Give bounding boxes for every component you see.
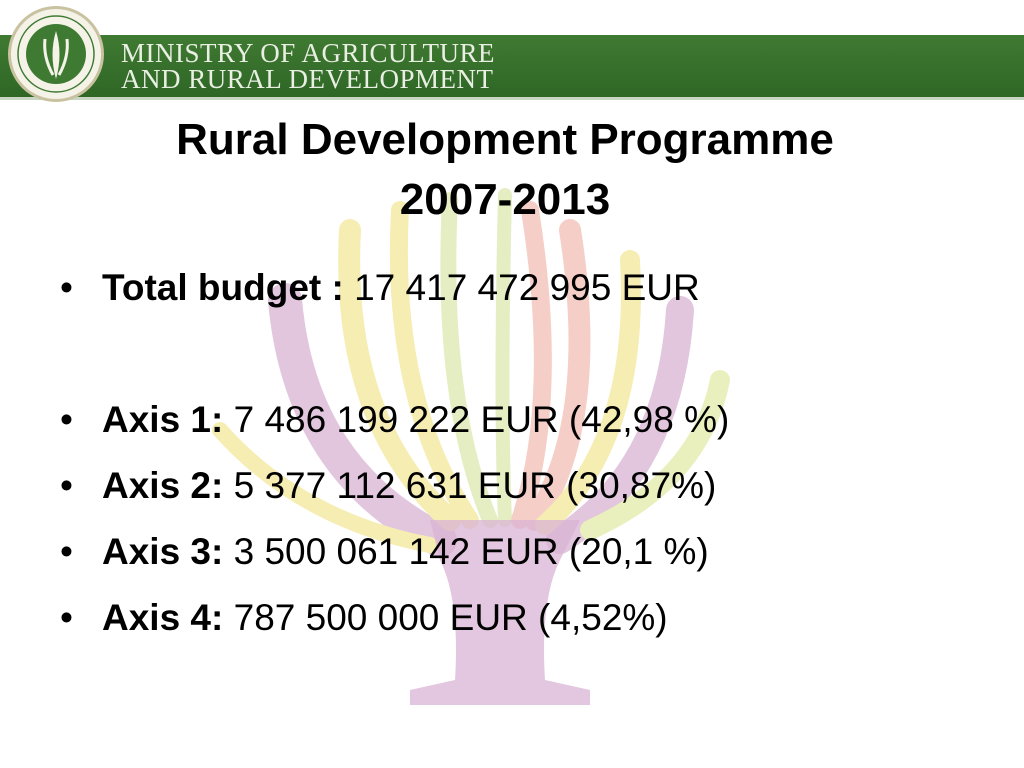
bullet-dot: • bbox=[60, 465, 73, 506]
slide-title: Rural Development Programme 2007-2013 bbox=[0, 110, 1010, 230]
bullet-dot: • bbox=[60, 267, 73, 308]
bullet-dot: • bbox=[60, 531, 73, 572]
bullet-value: 7 486 199 222 EUR (42,98 %) bbox=[223, 399, 730, 440]
bullet-axis-3: • Axis 3: 3 500 061 142 EUR (20,1 %) bbox=[60, 530, 709, 574]
bullet-dot: • bbox=[60, 399, 73, 440]
slide-title-line2: 2007-2013 bbox=[399, 175, 611, 224]
bullet-label: Axis 1: bbox=[102, 399, 224, 440]
bullet-axis-4: • Axis 4: 787 500 000 EUR (4,52%) bbox=[60, 596, 668, 640]
bullet-dot: • bbox=[60, 597, 73, 638]
bullet-value: 17 417 472 995 EUR bbox=[343, 267, 700, 308]
slide-title-line1: Rural Development Programme bbox=[176, 115, 834, 164]
ministry-name-line2: AND RURAL DEVELOPMENT bbox=[121, 64, 494, 94]
bullet-total-budget: • Total budget : 17 417 472 995 EUR bbox=[60, 266, 700, 310]
bullet-value: 787 500 000 EUR (4,52%) bbox=[223, 597, 668, 638]
bullet-value: 5 377 112 631 EUR (30,87%) bbox=[223, 465, 717, 506]
header-band bbox=[0, 35, 1024, 100]
ministry-logo bbox=[8, 6, 104, 102]
bullet-label: Axis 4: bbox=[102, 597, 224, 638]
ministry-name-line1: MINISTRY OF AGRICULTURE bbox=[121, 38, 496, 68]
bullet-label: Total budget : bbox=[102, 267, 344, 308]
bullet-label: Axis 3: bbox=[102, 531, 224, 572]
bullet-axis-2: • Axis 2: 5 377 112 631 EUR (30,87%) bbox=[60, 464, 716, 508]
bullet-value: 3 500 061 142 EUR (20,1 %) bbox=[223, 531, 709, 572]
bullet-label: Axis 2: bbox=[102, 465, 224, 506]
wheat-emblem-icon bbox=[17, 15, 95, 93]
bullet-axis-1: • Axis 1: 7 486 199 222 EUR (42,98 %) bbox=[60, 398, 729, 442]
ministry-name: MINISTRY OF AGRICULTURE AND RURAL DEVELO… bbox=[121, 38, 496, 94]
